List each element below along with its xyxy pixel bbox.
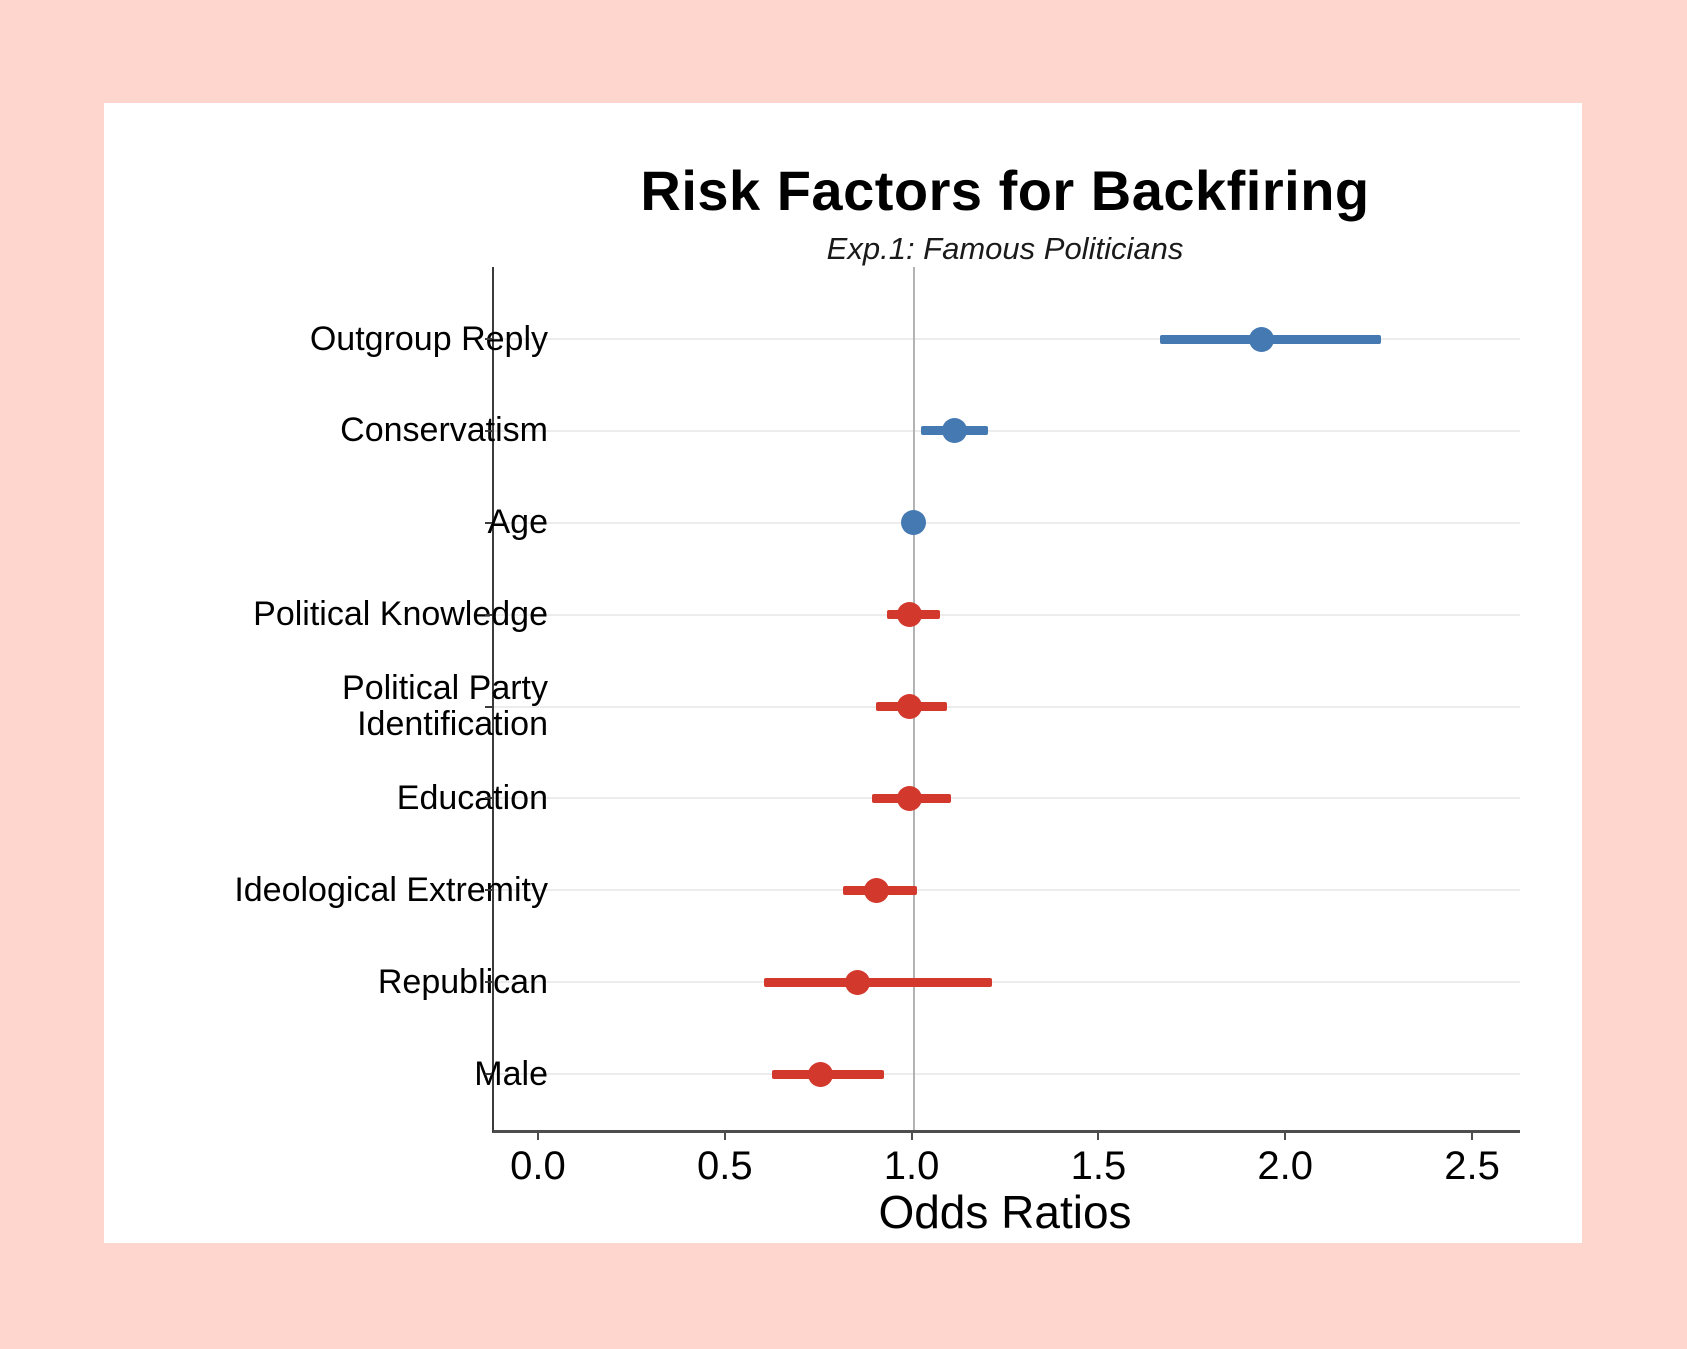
y-axis-tick xyxy=(485,613,492,616)
y-axis-label: Ideological Extremity xyxy=(234,870,548,909)
y-axis-tick xyxy=(485,1073,492,1075)
data-point xyxy=(845,969,871,995)
y-axis-label: Male xyxy=(474,1054,548,1093)
y-axis-label: Outgroup Reply xyxy=(309,319,548,358)
gridline-horizontal xyxy=(494,705,1520,708)
x-axis-title: Odds Ratios xyxy=(878,1186,1132,1238)
data-point xyxy=(901,510,927,536)
gridline-horizontal xyxy=(494,1073,1520,1075)
gridline-horizontal xyxy=(494,429,1520,432)
x-axis-tick xyxy=(1284,1133,1287,1140)
data-point xyxy=(863,877,889,903)
x-axis-tick-label: 2.0 xyxy=(1257,1144,1314,1188)
y-axis-tick xyxy=(485,338,492,340)
chart-title: Risk Factors for Backfiring xyxy=(640,159,1370,222)
y-axis-tick xyxy=(485,889,492,892)
x-axis-tick xyxy=(1097,1133,1100,1140)
gridline-horizontal xyxy=(494,797,1520,800)
gridline-horizontal xyxy=(494,981,1520,984)
y-axis-tick xyxy=(485,429,492,432)
gridline-horizontal xyxy=(494,613,1520,616)
x-axis-tick-label: 0.5 xyxy=(696,1144,753,1188)
plot-area xyxy=(492,267,1520,1133)
chart-subtitle: Exp.1: Famous Politicians xyxy=(826,231,1184,266)
x-axis-tick xyxy=(536,1133,539,1140)
y-axis-tick xyxy=(485,797,492,800)
confidence-interval-bar xyxy=(764,977,993,987)
x-axis-tick-label: 1.5 xyxy=(1070,1144,1127,1188)
x-axis-tick xyxy=(1471,1133,1474,1140)
data-point xyxy=(1248,326,1274,352)
gridline-horizontal xyxy=(494,521,1520,524)
gridline-horizontal xyxy=(494,889,1520,892)
x-axis-tick-label: 0.0 xyxy=(510,1144,566,1188)
y-axis-tick xyxy=(485,521,492,524)
y-axis-label: Republican xyxy=(377,962,548,1001)
data-point xyxy=(897,694,923,719)
data-point xyxy=(807,1061,833,1087)
data-point xyxy=(942,418,968,444)
y-axis-label: Political Knowledge xyxy=(253,595,548,634)
x-axis-tick xyxy=(723,1133,726,1140)
y-axis-label: Age xyxy=(487,503,549,542)
chart-header: Risk Factors for Backfiring Exp.1: Famou… xyxy=(492,158,1518,267)
y-axis-label: Conservatism xyxy=(340,411,548,450)
x-axis-tick-label: 1.0 xyxy=(883,1144,940,1188)
y-axis-label: Political Party Identification xyxy=(342,668,548,744)
data-point xyxy=(897,602,923,628)
x-axis-tick xyxy=(910,1133,913,1140)
gridline-horizontal xyxy=(494,338,1520,340)
y-axis-tick xyxy=(485,705,492,708)
data-point xyxy=(897,785,923,811)
x-axis-tick-label: 2.5 xyxy=(1444,1144,1500,1188)
y-axis-tick xyxy=(485,981,492,984)
y-axis-label: Education xyxy=(396,778,548,817)
chart-panel: Risk Factors for Backfiring Exp.1: Famou… xyxy=(104,103,1582,1243)
